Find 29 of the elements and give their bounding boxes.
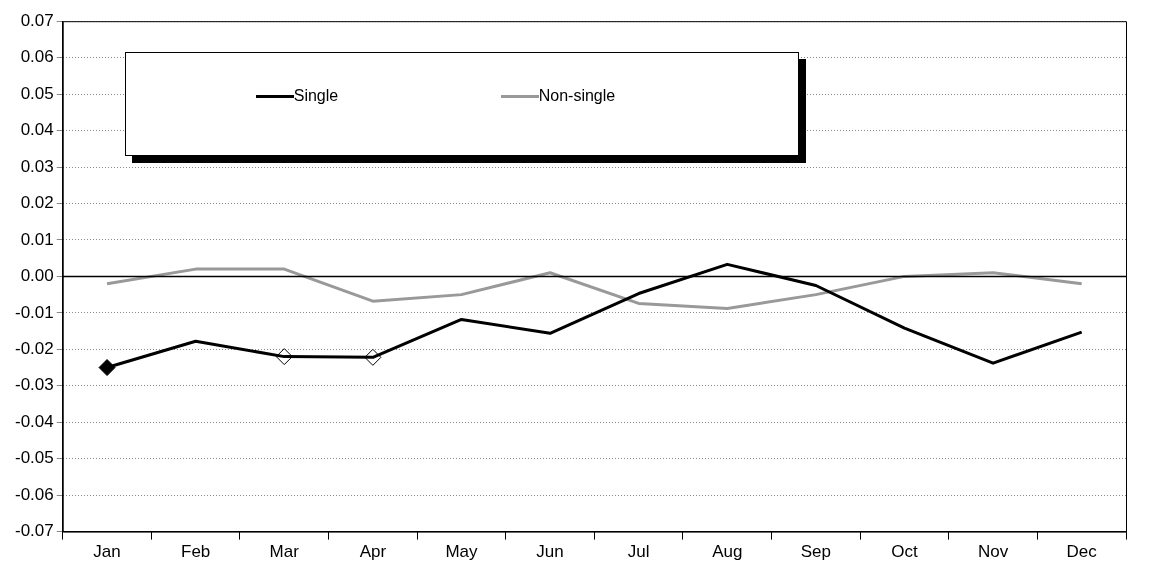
y-tick-label: 0.07: [20, 10, 54, 30]
y-tick-label: -0.03: [15, 375, 54, 395]
y-tick-label: 0.03: [20, 156, 54, 176]
x-tick-label: Mar: [269, 542, 300, 562]
y-tick-label: -0.06: [15, 484, 54, 504]
y-tick-label: -0.05: [15, 448, 54, 468]
y-tick-label: -0.07: [15, 521, 54, 541]
y-tick-label: 0.02: [20, 193, 54, 213]
x-tick-label: Jul: [627, 542, 650, 562]
x-tick-label: Sep: [800, 542, 832, 562]
y-tick-label: 0.01: [20, 229, 54, 249]
y-tick-label: -0.01: [15, 302, 54, 322]
y-tick-label: 0.04: [20, 120, 54, 140]
y-tick-label: 0.06: [20, 47, 54, 67]
y-tick-label: 0.00: [20, 266, 54, 286]
x-tick-label: Aug: [712, 542, 743, 562]
x-tick-label: Jun: [536, 542, 564, 562]
x-tick-label: Jan: [93, 542, 121, 562]
x-tick-label: Feb: [181, 542, 211, 562]
x-tick-label: Dec: [1066, 542, 1098, 562]
y-tick-label: 0.05: [20, 83, 54, 103]
x-tick-label: May: [445, 542, 479, 562]
y-tick-label: -0.04: [15, 411, 54, 431]
x-tick-label: Apr: [359, 542, 387, 562]
x-tick-label: Nov: [977, 542, 1009, 562]
y-tick-label: -0.02: [15, 339, 54, 358]
legend-label: Non-single: [538, 87, 616, 106]
legend-label: Single: [293, 87, 339, 106]
x-tick-label: Oct: [891, 542, 918, 562]
